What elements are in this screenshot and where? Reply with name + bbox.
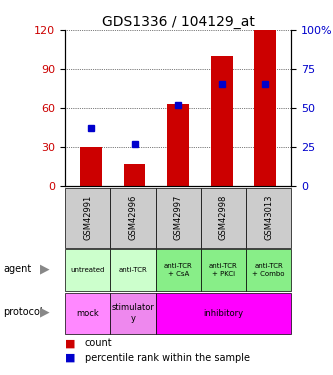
Bar xyxy=(156,249,201,291)
Bar xyxy=(156,292,291,334)
Text: anti-TCR
+ PKCi: anti-TCR + PKCi xyxy=(209,264,238,276)
Bar xyxy=(80,147,102,186)
Text: anti-TCR: anti-TCR xyxy=(119,267,147,273)
Bar xyxy=(246,249,291,291)
Bar xyxy=(201,249,246,291)
Bar xyxy=(124,164,146,186)
Text: GSM42998: GSM42998 xyxy=(219,195,228,240)
Text: ■: ■ xyxy=(65,353,76,363)
Text: inhibitory: inhibitory xyxy=(203,309,243,318)
Bar xyxy=(110,188,156,248)
Bar xyxy=(156,188,201,248)
Text: GSM42997: GSM42997 xyxy=(173,195,183,240)
Text: ▶: ▶ xyxy=(40,306,50,319)
Text: ▶: ▶ xyxy=(40,262,50,276)
Bar xyxy=(65,188,110,248)
Text: untreated: untreated xyxy=(70,267,105,273)
Text: GSM42991: GSM42991 xyxy=(83,195,92,240)
Bar xyxy=(65,292,110,334)
Text: count: count xyxy=(85,338,113,348)
Bar xyxy=(110,249,156,291)
Bar xyxy=(254,30,276,186)
Bar xyxy=(246,188,291,248)
Text: GSM42996: GSM42996 xyxy=(128,195,138,240)
Bar xyxy=(65,249,110,291)
Bar xyxy=(110,292,156,334)
Text: anti-TCR
+ Combo: anti-TCR + Combo xyxy=(252,264,285,276)
Text: ■: ■ xyxy=(65,338,76,348)
Text: anti-TCR
+ CsA: anti-TCR + CsA xyxy=(164,264,192,276)
Text: stimulator
y: stimulator y xyxy=(112,303,154,323)
Bar xyxy=(201,188,246,248)
Text: GSM43013: GSM43013 xyxy=(264,195,273,240)
Text: agent: agent xyxy=(3,264,32,274)
Bar xyxy=(167,104,189,186)
Bar xyxy=(211,56,232,186)
Text: mock: mock xyxy=(76,309,99,318)
Title: GDS1336 / 104129_at: GDS1336 / 104129_at xyxy=(102,15,255,29)
Text: percentile rank within the sample: percentile rank within the sample xyxy=(85,353,250,363)
Text: protocol: protocol xyxy=(3,307,43,317)
